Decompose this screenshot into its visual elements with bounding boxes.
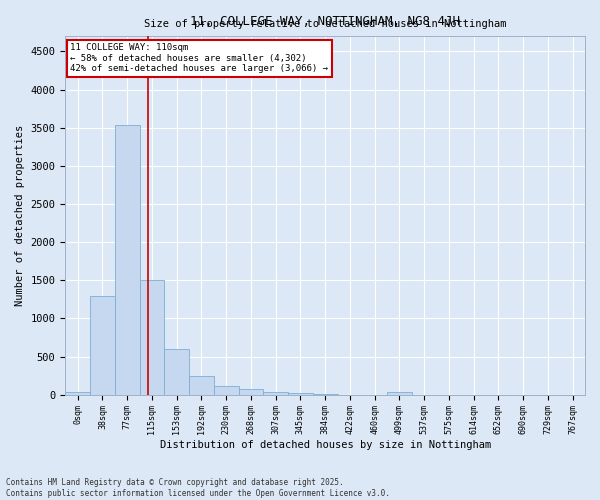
Bar <box>239 390 263 394</box>
Bar <box>189 376 214 394</box>
Text: Contains HM Land Registry data © Crown copyright and database right 2025.
Contai: Contains HM Land Registry data © Crown c… <box>6 478 390 498</box>
Bar <box>164 349 189 395</box>
Y-axis label: Number of detached properties: Number of detached properties <box>15 125 25 306</box>
Bar <box>115 124 140 394</box>
Bar <box>214 386 239 394</box>
X-axis label: Distribution of detached houses by size in Nottingham: Distribution of detached houses by size … <box>160 440 491 450</box>
Bar <box>263 392 288 394</box>
Bar <box>90 296 115 394</box>
Text: 11 COLLEGE WAY: 110sqm
← 58% of detached houses are smaller (4,302)
42% of semi-: 11 COLLEGE WAY: 110sqm ← 58% of detached… <box>70 44 328 73</box>
Text: Size of property relative to detached houses in Nottingham: Size of property relative to detached ho… <box>144 19 506 29</box>
Bar <box>387 392 412 394</box>
Bar <box>65 392 90 394</box>
Title: 11, COLLEGE WAY, NOTTINGHAM, NG8 4JH: 11, COLLEGE WAY, NOTTINGHAM, NG8 4JH <box>190 15 460 28</box>
Bar <box>140 280 164 394</box>
Bar <box>288 393 313 394</box>
